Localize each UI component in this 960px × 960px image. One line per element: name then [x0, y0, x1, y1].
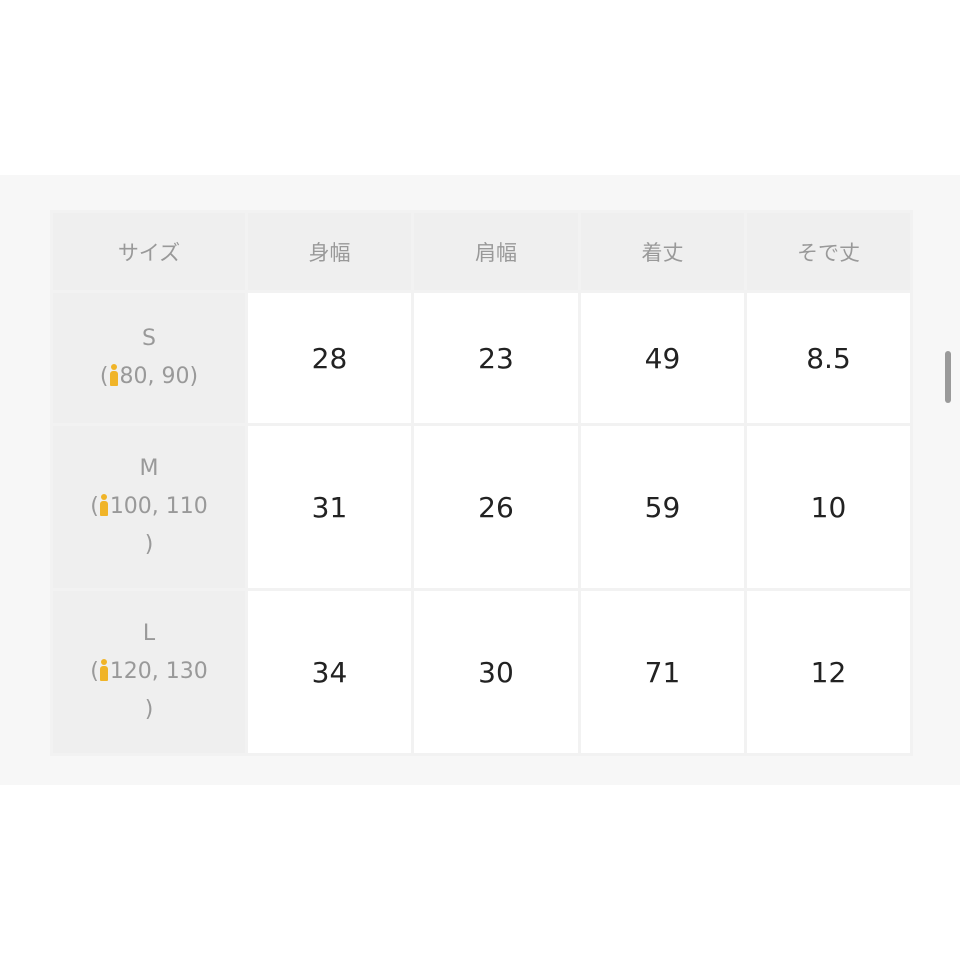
child-figure-icon — [99, 659, 109, 681]
value-cell: 59 — [578, 423, 747, 591]
header-body-width: 身幅 — [245, 210, 414, 293]
table-row: L (120, 130) 34 30 71 12 — [50, 588, 913, 756]
paren: ) — [144, 532, 154, 557]
value-cell: 8.5 — [744, 290, 913, 426]
scrollbar[interactable] — [945, 351, 951, 403]
size-label: M — [139, 456, 159, 481]
value-cell: 49 — [578, 290, 747, 426]
header-shoulder-width: 肩幅 — [411, 210, 581, 293]
paren: ) — [189, 364, 199, 389]
value-cell: 28 — [245, 290, 414, 426]
size-cell: S (80, 90) — [50, 290, 248, 426]
height-range: 100, 110 — [109, 494, 208, 519]
table-row: M (100, 110) 31 26 59 10 — [50, 423, 913, 591]
value-cell: 23 — [411, 290, 581, 426]
height-range: 80, 90 — [119, 364, 190, 389]
size-cell: L (120, 130) — [50, 588, 248, 756]
size-label: S — [142, 326, 156, 351]
child-figure-icon — [109, 364, 119, 386]
header-size: サイズ — [50, 210, 248, 293]
value-cell: 31 — [245, 423, 414, 591]
paren: ( — [99, 364, 109, 389]
value-cell: 12 — [744, 588, 913, 756]
header-row: サイズ 身幅 肩幅 着丈 そで丈 — [50, 210, 913, 293]
header-length: 着丈 — [578, 210, 747, 293]
size-cell: M (100, 110) — [50, 423, 248, 591]
paren: ) — [144, 697, 154, 722]
size-table: サイズ 身幅 肩幅 着丈 そで丈 S(80, 90) 28 23 49 8.5 … — [50, 210, 913, 756]
value-cell: 34 — [245, 588, 414, 756]
height-range: 120, 130 — [109, 659, 208, 684]
value-cell: 26 — [411, 423, 581, 591]
value-cell: 71 — [578, 588, 747, 756]
child-figure-icon — [99, 494, 109, 516]
value-cell: 10 — [744, 423, 913, 591]
value-cell: 30 — [411, 588, 581, 756]
header-sleeve-length: そで丈 — [744, 210, 913, 293]
paren: ( — [90, 659, 99, 684]
table-row: S (80, 90) 28 23 49 8.5 — [50, 290, 913, 426]
paren: ( — [90, 494, 99, 519]
size-label: L — [142, 621, 156, 646]
